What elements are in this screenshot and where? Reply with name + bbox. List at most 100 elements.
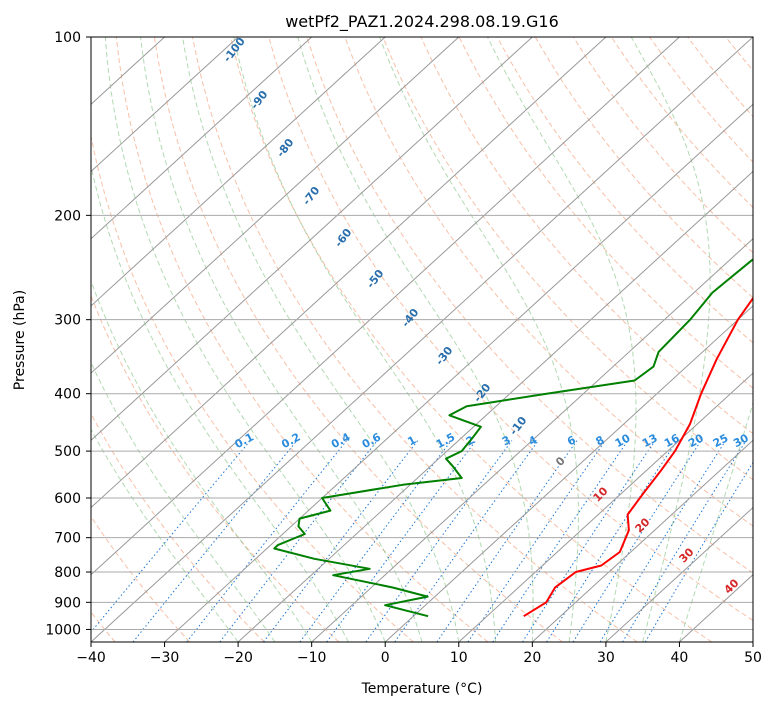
moist-adiabat [379,37,579,642]
x-tick-label: −30 [150,650,180,666]
dry-adiabat [268,37,753,622]
isotherm [91,37,239,173]
isotherm [164,103,753,642]
moist-adiabat [91,279,313,642]
isotherm [384,305,753,642]
moist-adiabat [91,361,276,642]
dry-adiabat [610,37,753,209]
isotherm [237,170,753,642]
x-axis-ticks: −40 −30 −20 −10 0 10 20 30 40 50 [76,642,762,666]
chart-title: wetPf2_PAZ1.2024.298.08.19.G16 [285,12,559,32]
mixing-ratio-line [91,440,251,633]
mixing-ratio-label: 0.2 [279,430,302,451]
mixing-ratio-line [546,440,678,642]
mixing-ratio-line [436,440,578,642]
dry-adiabat [534,37,753,299]
mixing-ratio-label: 1.5 [434,430,457,451]
isotherm [311,238,753,642]
mixing-ratio-label: 0.6 [360,430,384,451]
moist-adiabat [678,401,753,642]
isotherm [91,37,607,509]
moist-adiabat-label: -50 [364,267,387,291]
x-tick-label: −10 [297,650,327,666]
moist-adiabat [487,37,637,642]
dry-adiabat [91,515,191,642]
mixing-ratio-line [326,440,477,642]
moist-adiabat [233,37,497,642]
y-tick-label: 300 [54,313,81,329]
moist-adiabat [91,163,349,642]
moist-adiabat [91,428,239,642]
y-tick-label: 400 [54,387,81,403]
y-axis-label: Pressure (hPa) [12,290,28,390]
isotherm [91,37,533,441]
moist-adiabat [630,37,711,642]
moist-adiabat-label: -40 [399,306,422,330]
plot-frame [90,36,754,643]
x-tick-label: 30 [597,650,615,666]
dry-adiabat-label: 10 [591,484,611,504]
moist-adiabat-label: -60 [332,226,355,250]
dry-adiabat-label: 30 [677,545,697,565]
mixing-ratio-label: 0.1 [233,430,256,451]
profiles [273,258,753,618]
dry-adiabat [344,37,753,527]
y-tick-label: 800 [54,565,81,581]
isotherm [458,372,753,642]
y-tick-label: 600 [54,491,81,507]
y-tick-label: 1000 [45,622,81,638]
mixing-ratio-label: 25 [711,431,731,450]
isopleth-labels: 0.1 0.2 0.4 0.6 1 1.5 2 3 4 6 8 10 13 16 20 25 30 36-100-… [221,37,753,597]
dewpoint-line [273,258,753,618]
mixing-ratio-line [492,440,629,642]
dry-adiabat [91,294,340,642]
plot-background-lines [91,37,775,642]
isotherm [91,37,386,307]
dry-adiabat [764,37,775,642]
mixing-ratio-label: 0.4 [329,430,353,451]
dry-adiabat [306,37,753,574]
mixing-ratio-label: 13 [640,431,660,450]
isotherm [605,506,753,642]
isotherm [91,37,460,374]
x-tick-label: 40 [671,650,689,666]
mixing-ratio-line [622,440,747,642]
mixing-ratio-line [467,440,606,642]
moist-adiabat [104,37,386,642]
mixing-ratio-label: 10 [613,431,633,450]
y-tick-label: 900 [54,595,81,611]
moist-adiabat-label: -80 [274,136,297,160]
mixing-ratio-line [219,440,378,642]
moist-adiabat-label: -90 [248,88,271,112]
moist-adiabat-label: -20 [471,381,494,405]
moist-adiabat-label: -70 [300,184,323,208]
moist-adiabat [297,37,534,642]
dry-adiabat [572,37,753,254]
dry-adiabat [192,37,638,642]
dry-adiabat-label: 20 [633,515,653,535]
mixing-ratio-label: 20 [686,431,706,450]
dry-adiabat [687,37,753,118]
dry-adiabat [496,37,753,344]
mixing-ratio-line [599,440,727,642]
dry-adiabat [649,37,753,163]
x-tick-label: 10 [450,650,468,666]
moist-adiabat-label: -10 [507,414,530,438]
y-tick-label: 700 [54,531,81,547]
mixing-ratio-line [572,440,702,642]
isotherm [531,439,753,642]
mixing-ratio-line [522,440,656,642]
dry-adiabat [725,37,753,72]
mixing-ratio-line [365,440,513,642]
x-axis-label: Temperature (°C) [361,681,483,697]
y-tick-label: 200 [54,208,81,224]
y-axis-ticks: 100 200 300 400 500 600 700 800 900 1000 [45,30,91,638]
mixing-ratio-label: 8 [594,433,607,448]
isotherm [91,37,753,642]
isotherm [91,37,313,240]
mixing-ratio-line [186,440,348,642]
isotherm [752,641,753,642]
moist-adiabat [182,37,460,642]
dry-adiabat [91,133,414,642]
